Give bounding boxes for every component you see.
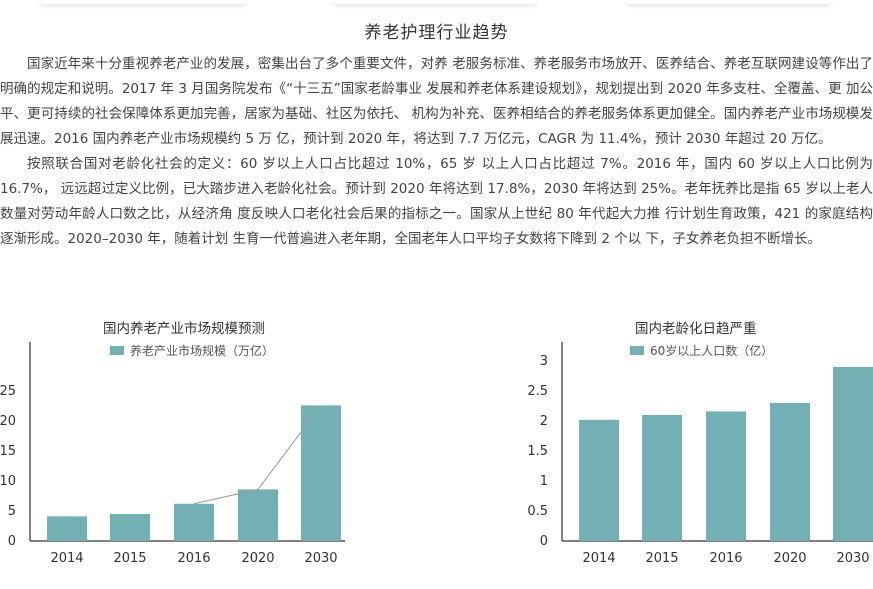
bar-2016: [706, 411, 746, 541]
chart-legend: 养老产业市场规模（万亿）: [110, 342, 274, 359]
bar-2015: [642, 415, 682, 541]
y-tick-label: 1: [540, 474, 548, 489]
trend-line: [193, 405, 322, 505]
aging-population-chart: 国内老龄化日趋严重 60岁以上人口数（亿） 0 0.5 1 1.5 2 2.5 3 2014 2…: [524, 312, 873, 577]
x-tick-label: 2014: [582, 551, 615, 566]
y-tick-label: 3: [540, 354, 548, 369]
y-tick-label: 2: [540, 414, 548, 429]
y-tick-label: 0: [540, 534, 548, 549]
y-tick-label: 20: [0, 414, 16, 429]
bar-2030: [833, 367, 873, 541]
bar-2020: [238, 489, 278, 541]
legend-label: 60岁以上人口数（亿）: [650, 344, 774, 358]
paragraph-policy: 国家近年来十分重视养老产业的发展，密集出台了多个重要文件，对养 老服务标准、养老…: [0, 56, 873, 147]
legend-swatch: [630, 346, 644, 355]
x-tick-label: 2020: [773, 551, 806, 566]
y-tick-label: 25: [0, 384, 16, 399]
bar-plot: 0 0.5 1 1.5 2 2.5 3 2014 2015 2016 2020 2030: [527, 342, 873, 566]
chart-title: 国内老龄化日趋严重: [635, 321, 757, 337]
y-tick-label: 5: [8, 504, 16, 519]
bar-plot: 0 5 10 15 20 25 2014 2015 2016 2020 2030: [0, 342, 345, 566]
y-tick-label: 15: [0, 444, 16, 459]
x-tick-label: 2030: [304, 551, 337, 566]
y-tick-label: 2.5: [527, 384, 548, 399]
chart-title: 国内养老产业市场规模预测: [103, 321, 265, 337]
card-edge-right: [626, 0, 831, 4]
bar-2015: [110, 514, 150, 541]
bar-2016: [174, 503, 214, 541]
page-title: 养老护理行业趋势: [364, 23, 509, 43]
x-tick-label: 2016: [709, 551, 742, 566]
legend-swatch: [110, 346, 124, 355]
bar-2020: [770, 403, 810, 541]
card-edge-middle: [333, 0, 538, 4]
y-tick-label: 0: [8, 534, 16, 549]
y-tick-label: 10: [0, 474, 16, 489]
article-body: 国家近年来十分重视养老产业的发展，密集出台了多个重要文件，对养 老服务标准、养老…: [0, 52, 873, 252]
market-size-chart: 国内养老产业市场规模预测 养老产业市场规模（万亿） 0 5 10 15 20 25 2014…: [0, 312, 345, 577]
x-tick-label: 2016: [177, 551, 210, 566]
x-tick-label: 2015: [645, 551, 678, 566]
x-tick-label: 2014: [50, 551, 83, 566]
legend-label: 养老产业市场规模（万亿）: [130, 344, 275, 358]
paragraph-aging: 按照联合国对老龄化社会的定义：60 岁以上人口占比超过 10%，65 岁 以上人…: [0, 156, 873, 247]
bar-2014: [579, 419, 619, 541]
x-tick-label: 2030: [836, 551, 869, 566]
x-tick-label: 2015: [113, 551, 146, 566]
card-edge-left: [40, 0, 245, 4]
chart-legend: 60岁以上人口数（亿）: [630, 342, 773, 359]
y-tick-label: 0.5: [527, 504, 548, 519]
bar-2030: [301, 405, 341, 541]
x-tick-label: 2020: [241, 551, 274, 566]
y-tick-label: 1.5: [527, 444, 548, 459]
bar-2014: [47, 516, 87, 541]
